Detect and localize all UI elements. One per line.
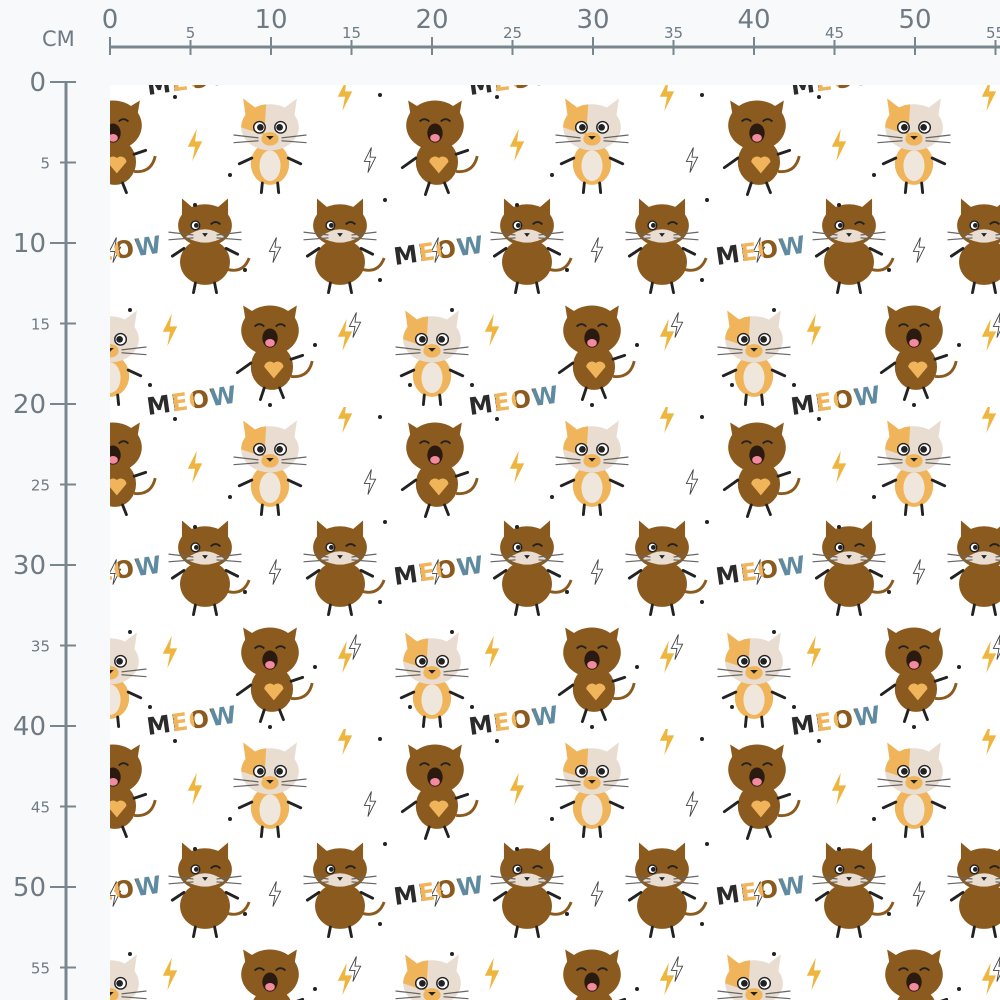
top-tick-label: 25 xyxy=(503,24,522,42)
left-tick-label: 30 xyxy=(13,551,46,581)
top-tick-label: 0 xyxy=(102,5,119,35)
top-tick-label: 55 xyxy=(986,24,1000,42)
top-tick-label: 30 xyxy=(576,5,609,35)
left-tick-label: 55 xyxy=(31,960,50,978)
left-tick-label: 10 xyxy=(13,229,46,259)
left-tick-label: 50 xyxy=(13,873,46,903)
left-tick-label: 20 xyxy=(13,390,46,420)
top-tick-label: 40 xyxy=(737,5,770,35)
top-tick-label: 45 xyxy=(825,24,844,42)
top-tick-label: 20 xyxy=(415,5,448,35)
top-tick-label: 5 xyxy=(186,24,196,42)
top-tick-label: 10 xyxy=(254,5,287,35)
pattern-fill xyxy=(110,85,1000,1000)
left-tick-label: 40 xyxy=(13,712,46,742)
top-ruler-ticks: 0 5 10 15 20 25 30 35 40 45 50 55 xyxy=(102,5,1000,55)
left-ruler-ticks: 0 5 10 15 20 25 30 35 40 45 50 55 xyxy=(13,68,76,978)
top-tick-label: 15 xyxy=(342,24,361,42)
left-tick-label: 5 xyxy=(40,155,50,173)
top-tick-label: 35 xyxy=(664,24,683,42)
left-tick-label: 15 xyxy=(31,316,50,334)
left-tick-label: 0 xyxy=(29,68,46,98)
top-tick-label: 50 xyxy=(898,5,931,35)
left-tick-label: 35 xyxy=(31,638,50,656)
unit-label: CM xyxy=(42,27,75,51)
cat-pattern-fabric: MEOWMEOWMEOWMEOWMEOWMEOWMEOWMEOWMEOWMEOW… xyxy=(110,85,1000,1000)
left-tick-label: 45 xyxy=(31,799,50,817)
left-tick-label: 25 xyxy=(31,477,50,495)
